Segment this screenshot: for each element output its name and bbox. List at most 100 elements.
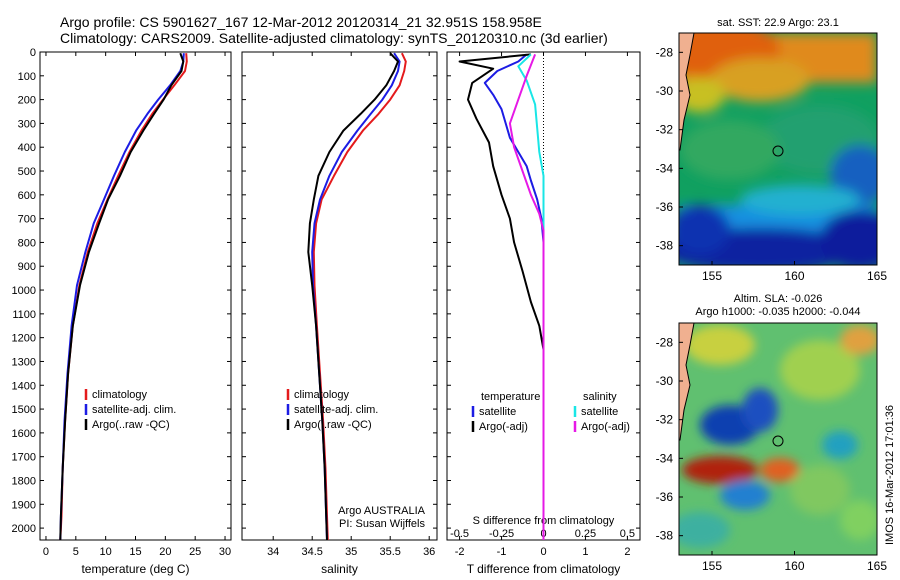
series-line (307, 52, 399, 541)
series-line (517, 53, 545, 540)
lat-tick-label: -38 (656, 239, 674, 253)
x-tick-label: 2 (624, 546, 630, 558)
depth-tick-label: 1600 (12, 428, 36, 440)
lat-tick-label: -28 (656, 45, 674, 59)
x-tick-label: 0 (43, 546, 49, 558)
legend-label: satellite (479, 406, 516, 418)
x-tick-label: 5 (73, 546, 79, 558)
s-diff-tick-label: -0.5 (450, 528, 469, 540)
x-tick-label: 35.5 (379, 546, 400, 558)
depth-tick-label: 1100 (12, 309, 36, 321)
sst-map: sat. SST: 22.9 Argo: 23.1 155 160 165 -28 (656, 17, 888, 283)
s-diff-tick-label: 0.25 (575, 528, 596, 540)
x-tick-label: 25 (189, 546, 201, 558)
legend-label: Argo(-adj) (581, 421, 630, 433)
annotation-text: Argo AUSTRALIA (338, 505, 425, 517)
depth-tick-label: 1800 (12, 475, 36, 487)
depth-tick-label: 2000 (12, 523, 36, 535)
legend-label: Argo(..raw -QC) (294, 419, 372, 431)
depth-tick-label: 1400 (12, 380, 36, 392)
sst-map-title: sat. SST: 22.9 Argo: 23.1 (717, 17, 839, 29)
series-line (458, 53, 545, 540)
x-tick-label: 15 (129, 546, 141, 558)
x-axis-label: T difference from climatology (467, 562, 621, 576)
x-axis-label: salinity (321, 562, 358, 576)
legend-label: satellite-adj. clim. (294, 404, 378, 416)
x-tick-label: 34 (267, 546, 279, 558)
series-line (483, 53, 545, 540)
x-tick-label: 35 (345, 546, 357, 558)
depth-tick-label: 1500 (12, 404, 36, 416)
lat-tick-label: -30 (656, 374, 674, 388)
lat-tick-label: -28 (656, 335, 674, 349)
legend-label: climatology (92, 389, 148, 401)
depth-tick-label: 1700 (12, 452, 36, 464)
plot-frame (39, 51, 232, 541)
lat-tick-label: -32 (656, 123, 674, 137)
depth-tick-label: 900 (18, 261, 36, 273)
lat-tick-label: -34 (656, 451, 674, 465)
lon-tick-label: 160 (784, 269, 804, 283)
depth-tick-label: 600 (18, 190, 36, 202)
annotation-text: PI: Susan Wijffels (339, 518, 425, 530)
depth-tick-label: 1200 (12, 333, 36, 345)
depth-tick-label: 200 (18, 95, 36, 107)
s-diff-tick-label: 0.5 (620, 528, 635, 540)
sla-map-axes: 155 160 165 -28 -30 -32 -34 -36 -38 (656, 335, 888, 573)
depth-tick-label: 300 (18, 118, 36, 130)
lat-tick-label: -34 (656, 161, 674, 175)
series-line (508, 54, 545, 540)
x-tick-label: -1 (497, 546, 507, 558)
series-line (59, 52, 185, 541)
lat-tick-label: -32 (656, 413, 674, 427)
salinity-panel: 34 34.5 35 35.5 36 salinity climatology satelli… (241, 51, 438, 576)
depth-tick-label: 800 (18, 237, 36, 249)
depth-tick-label: 1000 (12, 285, 36, 297)
side-stamp: IMOS 16-Mar-2012 17:01:36 (884, 405, 896, 545)
plot-frame (241, 51, 438, 541)
depth-tick-label: 700 (18, 214, 36, 226)
legend-title: salinity (583, 391, 617, 403)
depth-tick-label: 1300 (12, 356, 36, 368)
lon-tick-label: 155 (702, 269, 722, 283)
x-tick-label: 34.5 (301, 546, 322, 558)
x-tick-label: 0 (540, 546, 546, 558)
x-axis-label: temperature (deg C) (81, 562, 189, 576)
lat-tick-label: -36 (656, 490, 674, 504)
header-line1: Argo profile: CS 5901627_167 12-Mar-2012… (60, 14, 542, 30)
legend-label: Argo(-adj) (479, 421, 528, 433)
sla-map: Altim. SLA: -0.026 Argo h1000: -0.035 h2… (656, 293, 888, 573)
x-tick-label: 20 (159, 546, 171, 558)
x-tick-label: 30 (219, 546, 231, 558)
legend-label: satellite-adj. clim. (92, 404, 176, 416)
x-tick-label: -2 (455, 546, 465, 558)
argo-location-marker (772, 145, 784, 157)
lat-tick-label: -38 (656, 529, 674, 543)
header-line2: Climatology: CARS2009. Satellite-adjuste… (60, 30, 608, 46)
lon-tick-label: 155 (702, 559, 722, 573)
lat-tick-label: -30 (656, 84, 674, 98)
x-tick-label: 10 (100, 546, 112, 558)
s-diff-tick-label: -0.25 (489, 528, 514, 540)
legend-title: temperature (481, 391, 540, 403)
lon-tick-label: 165 (867, 559, 887, 573)
depth-tick-label: 1900 (12, 499, 36, 511)
depth-tick-label: 500 (18, 166, 36, 178)
sla-map-title-line2: Argo h1000: -0.035 h2000: -0.044 (695, 306, 860, 318)
sla-map-title-line1: Altim. SLA: -0.026 (734, 293, 823, 305)
sst-map-axes: 155 160 165 -28 -30 -32 -34 -36 -38 (656, 45, 888, 283)
legend-label: satellite (581, 406, 618, 418)
lon-tick-label: 160 (784, 559, 804, 573)
depth-tick-label: 100 (18, 71, 36, 83)
depth-tick-label: 400 (18, 142, 36, 154)
lat-tick-label: -36 (656, 200, 674, 214)
x-tick-label: 1 (582, 546, 588, 558)
x-tick-label: 36 (423, 546, 435, 558)
legend-label: climatology (294, 389, 350, 401)
lon-tick-label: 165 (867, 269, 887, 283)
argo-location-marker-2 (772, 435, 784, 447)
temperature-panel: 0100200300400500600700800900100011001200… (12, 47, 232, 576)
depth-tick-label: 0 (30, 47, 36, 59)
